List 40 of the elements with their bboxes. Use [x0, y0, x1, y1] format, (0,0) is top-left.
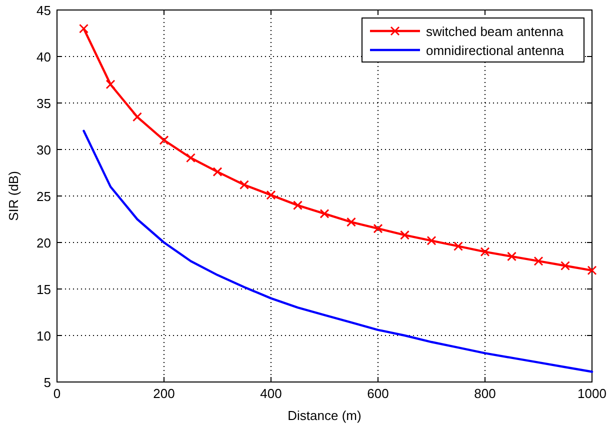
point: [454, 241, 463, 251]
point: [320, 208, 330, 218]
x-tick-label: 0: [53, 386, 61, 401]
y-tick-label: 40: [36, 50, 51, 64]
line-series: [82, 130, 594, 373]
point: [373, 224, 383, 234]
point: [186, 153, 196, 163]
x-tick-label: 1000: [578, 386, 606, 401]
point: [560, 261, 570, 270]
point: [587, 266, 597, 276]
point: [132, 112, 142, 122]
legend-label: omnidirectional antenna: [426, 43, 565, 58]
y-tick-label: 30: [36, 142, 51, 158]
x-axis-title: Distance (m): [288, 408, 362, 423]
point: [426, 236, 436, 246]
point: [293, 200, 302, 210]
x-tick-label: 800: [474, 386, 496, 401]
point: [106, 80, 116, 90]
y-tick-label: 10: [36, 328, 51, 344]
point: [346, 217, 356, 227]
point: [212, 167, 222, 177]
point: [480, 247, 490, 257]
y-tick-label: 35: [36, 96, 51, 111]
y-tick-label: 25: [36, 189, 51, 204]
y-tick-label: 45: [36, 3, 51, 18]
y-tick-label: 20: [36, 236, 51, 250]
point: [79, 24, 88, 34]
point: [240, 180, 249, 190]
point: [507, 252, 516, 262]
y-tick-label: 15: [36, 282, 51, 297]
point: [266, 190, 276, 200]
point: [159, 135, 169, 145]
y-axis-title: SIR (dB): [6, 171, 21, 221]
x-tick-label: 400: [260, 386, 282, 401]
legend-label: switched beam antenna: [426, 24, 564, 39]
point: [534, 256, 544, 266]
x-tick-label: 600: [367, 386, 389, 401]
point: [400, 230, 410, 240]
y-tick-label: 5: [44, 375, 51, 390]
x-tick-label: 200: [153, 386, 175, 401]
